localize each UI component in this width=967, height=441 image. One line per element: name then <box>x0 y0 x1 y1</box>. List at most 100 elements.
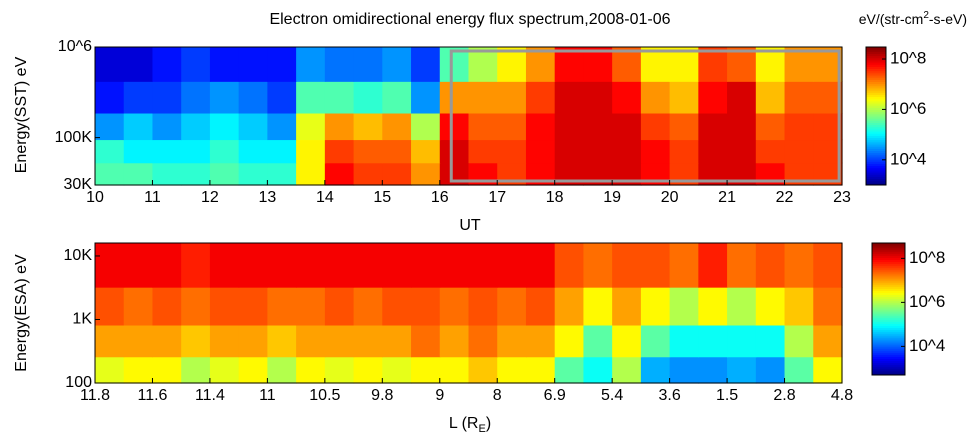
heatmap-cell <box>324 162 355 186</box>
colorbar-step <box>866 133 886 136</box>
colorbar-step <box>872 278 905 281</box>
colorbar-step <box>866 144 886 147</box>
colorbar-step <box>866 70 886 74</box>
heatmap-cell <box>698 112 728 141</box>
heatmap-cell <box>152 112 182 141</box>
colorbar-step <box>866 124 886 128</box>
colorbar-step <box>872 331 905 335</box>
heatmap-cell <box>296 162 326 186</box>
heatmap-cell <box>727 356 757 384</box>
colorbar-step <box>872 245 905 248</box>
heatmap-cell <box>497 81 527 114</box>
heatmap-cell <box>813 324 843 358</box>
heatmap-cell <box>439 81 470 114</box>
heatmap-cell <box>353 81 383 114</box>
heatmap-cell <box>468 324 498 358</box>
colorbar-step <box>872 271 905 275</box>
heatmap-cell <box>382 356 412 384</box>
heatmap-cell <box>411 356 441 384</box>
heatmap-cell <box>324 324 355 358</box>
heatmap-cell <box>296 287 326 326</box>
colorbar-step <box>866 135 886 139</box>
heatmap-cell <box>525 356 556 384</box>
heatmap-cell <box>698 243 728 288</box>
heatmap-cell <box>411 81 441 114</box>
colorbar-step <box>872 337 905 341</box>
heatmap-cell <box>669 47 699 82</box>
heatmap-cell <box>727 287 757 326</box>
heatmap-cell <box>755 47 786 82</box>
heatmap-cell <box>353 356 383 384</box>
colorbar-step <box>866 159 886 162</box>
colorbar-step <box>872 352 905 355</box>
heatmap-cell <box>382 47 412 82</box>
heatmap-cell <box>296 356 326 384</box>
colorbar-step <box>866 174 886 177</box>
heatmap-cell <box>123 356 154 384</box>
heatmap-cell <box>267 81 297 114</box>
colorbar-step <box>872 370 905 374</box>
heatmap-cell <box>497 287 527 326</box>
heatmap-cell <box>238 287 268 326</box>
heatmap-cell <box>698 324 728 358</box>
x-tick-label: 11 <box>144 189 161 206</box>
colorbar-step <box>866 79 886 82</box>
colorbar-step <box>872 346 905 349</box>
colorbar-step <box>866 148 886 151</box>
heatmap-cell <box>612 112 642 141</box>
colorbar-step <box>866 103 886 106</box>
units: eV/(str-cm <box>859 11 924 27</box>
x-tick-label: 1.5 <box>716 387 738 404</box>
heatmap-cell <box>181 112 211 141</box>
heatmap-cell <box>411 162 441 186</box>
heatmap-cell <box>439 324 470 358</box>
colorbar-step <box>872 323 905 326</box>
heatmap-cell <box>238 112 268 141</box>
heatmap-cell <box>669 81 699 114</box>
colorbar-step <box>866 116 886 119</box>
heatmap-cell <box>123 324 154 358</box>
heatmap-cell <box>296 324 326 358</box>
colorbar-step <box>866 87 886 91</box>
heatmap-cell <box>554 287 585 326</box>
colorbar-step <box>872 356 905 359</box>
heatmap-cell <box>296 243 326 288</box>
colorbar-tick-label: 10^4 <box>909 336 945 355</box>
colorbar-step <box>866 57 886 61</box>
heatmap-cell <box>698 287 728 326</box>
heatmap-cell <box>640 47 671 82</box>
heatmap-cell <box>411 287 441 326</box>
heatmap-cell <box>525 243 556 288</box>
heatmap-cell <box>497 356 527 384</box>
colorbar-step <box>872 265 905 269</box>
heatmap-cell <box>324 139 355 164</box>
heatmap-cell <box>727 47 757 82</box>
heatmap-cell <box>583 139 613 164</box>
y-tick-label: 30K <box>64 176 93 193</box>
colorbar-step <box>866 154 886 158</box>
colorbar-step <box>872 315 905 318</box>
heatmap-cell <box>755 243 786 288</box>
colorbar-step <box>866 120 886 123</box>
x-tick-label: 6.9 <box>544 387 566 404</box>
x-tick-label: 15 <box>373 189 391 206</box>
heatmap-cell <box>353 139 383 164</box>
x-tick-label: 18 <box>546 189 564 206</box>
heatmap-cell <box>152 243 182 288</box>
colorbar-step <box>872 354 905 357</box>
heatmap-cell <box>583 356 613 384</box>
colorbar-step <box>866 105 886 108</box>
heatmap-cell <box>95 243 125 288</box>
heatmap-cell <box>152 139 182 164</box>
colorbar-step <box>866 122 886 126</box>
heatmap-cell <box>123 47 154 82</box>
heatmap-cell <box>324 287 355 326</box>
colorbar-step <box>866 51 886 54</box>
heatmap-cell <box>382 81 412 114</box>
colorbar-step <box>872 255 905 258</box>
colorbar-step <box>866 64 886 67</box>
heatmap-cell <box>181 139 211 164</box>
heatmap-cell <box>123 162 154 186</box>
colorbar-step <box>866 98 886 102</box>
heatmap-cell <box>698 81 728 114</box>
